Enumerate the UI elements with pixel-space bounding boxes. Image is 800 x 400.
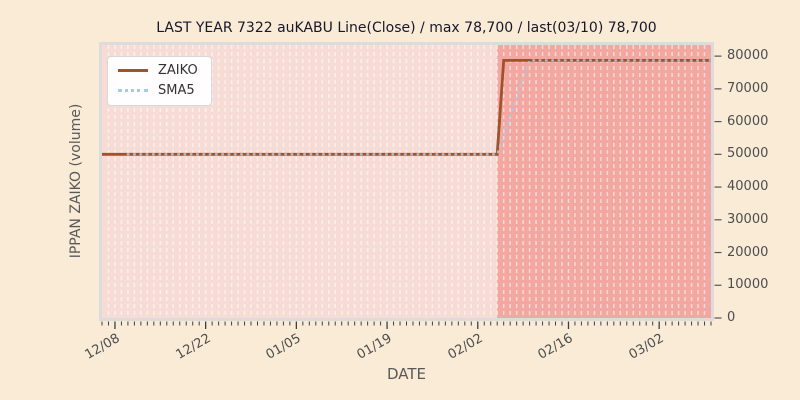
y-tick-label: 60000 — [727, 113, 769, 129]
x-tick-marks — [101, 321, 712, 329]
legend-label: ZAIKO — [158, 63, 198, 78]
legend-dotted-line-icon — [118, 89, 148, 92]
y-tick-label: 10000 — [727, 277, 769, 293]
y-tick-label: 70000 — [727, 80, 769, 96]
chart-title: LAST YEAR 7322 auKABU Line(Close) / max … — [156, 20, 657, 36]
legend-solid-line-icon — [118, 69, 148, 72]
y-tick-label: 40000 — [727, 179, 769, 195]
legend-entry-sma5: SMA5 — [118, 84, 198, 97]
legend-label: SMA5 — [158, 83, 195, 98]
plot-frame — [99, 42, 714, 321]
series-line-sma5 — [126, 59, 713, 156]
y-tick-label: 30000 — [727, 211, 769, 227]
legend-box: ZAIKO SMA5 — [107, 56, 212, 106]
y-tick-label: 20000 — [727, 244, 769, 260]
legend-entry-zaiko: ZAIKO — [118, 64, 198, 77]
y-tick-label: 50000 — [727, 146, 769, 162]
y-tick-label: 80000 — [727, 48, 769, 64]
x-axis-label: DATE — [386, 365, 427, 383]
y-tick-label: 0 — [727, 310, 736, 325]
y-tick-marks — [714, 55, 722, 319]
y-axis-label: IPPAN ZAIKO (volume) — [68, 103, 84, 259]
highlight-region — [497, 45, 711, 318]
